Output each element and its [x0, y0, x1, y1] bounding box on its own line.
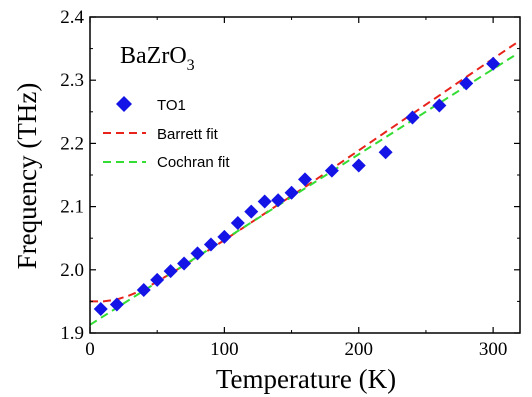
y-tick-label: 2.3: [60, 70, 84, 91]
material-label: BaZrO3: [120, 43, 195, 74]
data-point: [271, 193, 286, 208]
axis-ticks: 0 100 200 300 1.9 2.0 2.1 2.2 2.3 2.4: [60, 7, 520, 360]
data-point: [351, 158, 366, 173]
x-tick-label: 300: [479, 339, 508, 360]
legend-label-to1: TO1: [157, 97, 186, 114]
material-label-main: BaZrO: [120, 43, 187, 69]
x-axis-title: Temperature (K): [216, 364, 396, 394]
y-tick-label: 2.4: [60, 7, 84, 28]
data-point: [324, 163, 339, 178]
barrett-fit-line: [90, 41, 518, 303]
y-tick-label: 2.2: [60, 133, 84, 154]
data-point: [459, 76, 474, 91]
x-tick-label: 200: [345, 339, 374, 360]
data-markers: [93, 56, 501, 316]
data-point: [257, 194, 272, 209]
y-axis-title: Frequency (THz): [12, 83, 42, 270]
data-point: [190, 246, 205, 261]
data-point: [244, 204, 259, 219]
data-point: [298, 172, 312, 187]
x-tick-label: 100: [210, 339, 239, 360]
data-point: [284, 185, 299, 200]
legend-marker-to1: [116, 96, 132, 112]
legend-label-cochran: Cochran fit: [157, 154, 230, 171]
data-point: [486, 56, 501, 71]
data-point: [378, 145, 393, 160]
material-label-subscript: 3: [187, 57, 195, 74]
data-point: [136, 283, 151, 298]
data-point: [432, 98, 447, 113]
data-point: [405, 110, 420, 125]
legend-label-barrett: Barrett fit: [157, 126, 219, 143]
x-tick-label: 0: [85, 339, 95, 360]
legend: TO1 Barrett fit Cochran fit: [103, 96, 230, 171]
y-tick-label: 2.1: [60, 197, 84, 218]
y-tick-label: 2.0: [60, 260, 84, 281]
data-point: [217, 229, 232, 244]
data-point: [150, 272, 165, 287]
data-point: [230, 216, 245, 231]
data-point: [177, 256, 192, 271]
legend-symbols: [103, 96, 146, 163]
data-point: [93, 301, 108, 316]
data-point: [163, 264, 178, 279]
data-point: [109, 297, 124, 312]
y-tick-label: 1.9: [60, 323, 84, 344]
data-point: [203, 237, 218, 252]
